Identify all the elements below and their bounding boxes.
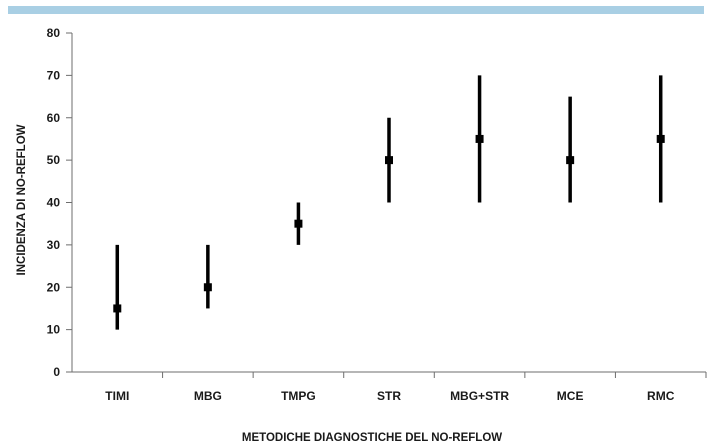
- point-marker: [294, 219, 303, 228]
- y-tick-label: 20: [47, 280, 61, 294]
- x-tick-label: STR: [377, 389, 401, 403]
- x-tick-label: TIMI: [105, 389, 129, 403]
- x-tick-label: MCE: [557, 389, 584, 403]
- x-axis-title: METODICHE DIAGNOSTICHE DEL NO-REFLOW: [242, 432, 502, 444]
- y-tick-label: 60: [47, 111, 61, 125]
- x-tick-label: MBG: [194, 389, 222, 403]
- point-marker: [475, 134, 484, 143]
- x-tick-label: MBG+STR: [450, 389, 509, 403]
- x-tick-label: RMC: [647, 389, 675, 403]
- x-axis-ticks: TIMI MBG TMPG STR MBG+STR MCE RMC: [105, 372, 707, 403]
- point-marker: [113, 304, 122, 313]
- y-tick-label: 0: [53, 365, 60, 379]
- point-marker: [566, 156, 575, 165]
- y-tick-label: 70: [47, 68, 61, 82]
- header-bar: [8, 6, 704, 14]
- y-tick-label: 50: [47, 153, 61, 167]
- y-tick-label: 30: [47, 238, 61, 252]
- point-marker: [203, 283, 212, 292]
- range-marks: [113, 75, 665, 330]
- point-marker: [656, 134, 665, 143]
- y-tick-label: 10: [47, 323, 61, 337]
- y-tick-label: 40: [47, 196, 61, 210]
- y-axis-ticks: 0 10 20 30 40 50 60 70 80: [47, 26, 72, 379]
- x-tick-label: TMPG: [281, 389, 316, 403]
- y-tick-label: 80: [47, 26, 61, 40]
- y-axis-title: INCIDENZA DI NO-REFLOW: [16, 124, 28, 275]
- point-marker: [385, 156, 393, 165]
